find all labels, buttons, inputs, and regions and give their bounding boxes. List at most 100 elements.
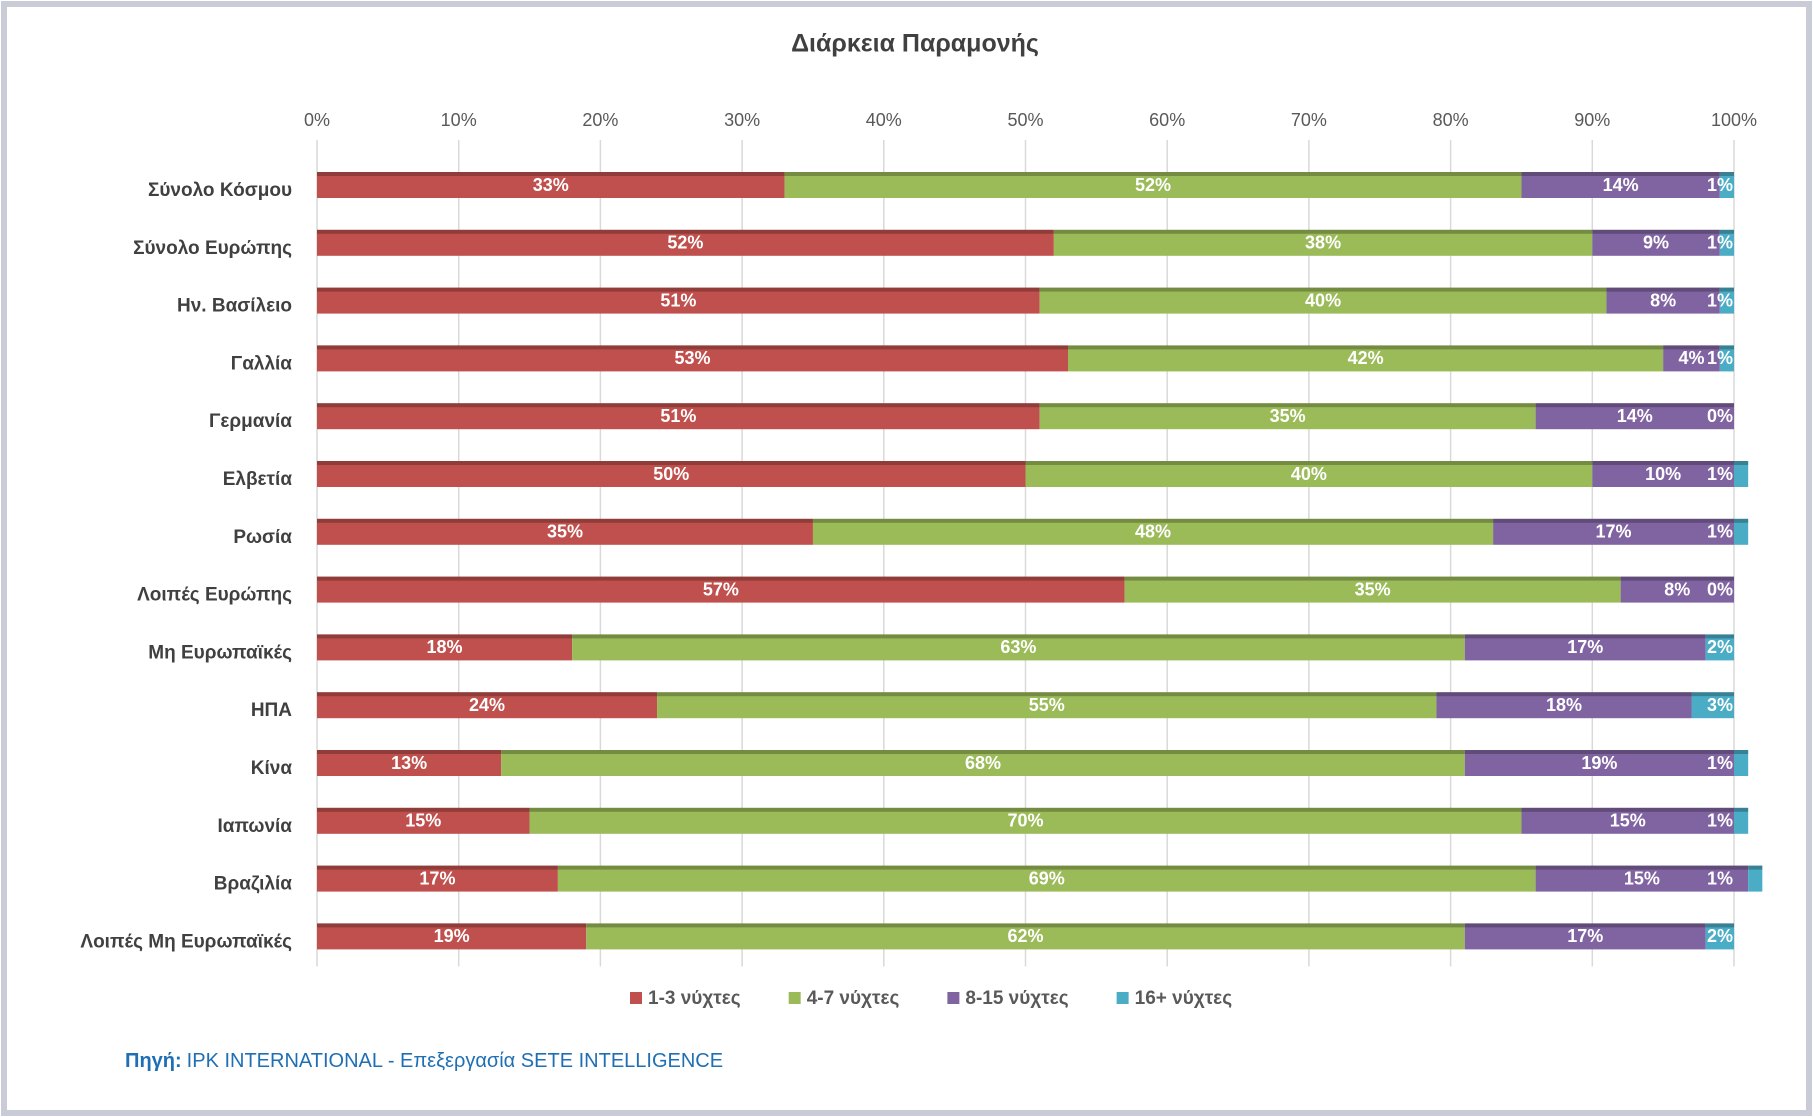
bar-segment — [1691, 692, 1734, 719]
bar-segment — [1521, 172, 1720, 198]
bar-segment — [1734, 750, 1749, 776]
data-label: 48% — [1135, 522, 1171, 542]
source-label: Πηγή: — [125, 1050, 182, 1072]
bar-segment — [1719, 345, 1734, 372]
bar-top-shade — [1705, 634, 1734, 639]
bar-top-shade — [1734, 750, 1749, 754]
bar-top-shade — [317, 923, 587, 928]
bar-segment — [317, 634, 573, 661]
bar-top-shade — [1592, 229, 1720, 234]
bar-segment — [1734, 518, 1749, 545]
x-tick-label: 100% — [1711, 110, 1757, 130]
data-label: 1% — [1707, 811, 1733, 831]
bar-top-shade — [1535, 403, 1734, 408]
bar-segment — [586, 923, 1465, 950]
data-label: 0% — [1707, 579, 1733, 599]
bar-top-shade — [1493, 518, 1734, 523]
data-label: 63% — [1000, 637, 1036, 657]
legend-swatch — [788, 992, 801, 1004]
bar-top-shade — [317, 403, 1040, 408]
bar-segment — [1663, 345, 1720, 372]
data-label: 33% — [533, 175, 569, 195]
bar-segment — [317, 692, 658, 719]
bar-top-shade — [1053, 229, 1593, 234]
bar-top-shade — [1124, 576, 1621, 581]
data-label: 15% — [405, 811, 441, 831]
data-label: 15% — [1610, 811, 1646, 831]
bar-segment — [1436, 692, 1692, 719]
data-label: 15% — [1624, 868, 1660, 888]
bar-top-shade — [1464, 750, 1734, 754]
bar-segment — [657, 692, 1437, 719]
data-label: 18% — [1546, 695, 1582, 715]
bar-top-shade — [317, 172, 785, 176]
legend-label: 16+ νύχτες — [1135, 988, 1233, 1009]
data-label: 1% — [1707, 522, 1733, 542]
bar-top-shade — [1521, 807, 1734, 812]
data-label: 14% — [1617, 406, 1653, 426]
bar-top-shade — [1719, 172, 1734, 176]
y-tick-label: Λοιπές Μη Ευρωπαϊκές — [80, 931, 292, 952]
bar-top-shade — [1719, 287, 1734, 292]
data-label: 52% — [1135, 175, 1171, 195]
bar-segment — [317, 287, 1040, 314]
bar-top-shade — [1025, 461, 1593, 465]
x-tick-label: 10% — [441, 110, 477, 130]
data-label: 1% — [1707, 464, 1733, 484]
bar-top-shade — [1068, 345, 1664, 350]
data-label: 50% — [653, 464, 689, 484]
bar-segment — [317, 172, 785, 198]
bar-top-shade — [812, 518, 1494, 523]
bar-top-shade — [501, 750, 1465, 754]
bar-top-shade — [586, 923, 1465, 928]
bar-top-shade — [1719, 229, 1734, 234]
bar-top-shade — [784, 172, 1522, 176]
y-tick-label: Κίνα — [251, 758, 293, 779]
data-label: 2% — [1707, 637, 1733, 657]
bar-segment — [784, 172, 1522, 198]
bar-segment — [317, 750, 502, 776]
bar-segment — [317, 461, 1026, 487]
bar-segment — [1039, 287, 1607, 314]
bar-segment — [1592, 461, 1734, 487]
data-label: 1% — [1707, 753, 1733, 773]
y-tick-label: Ην. Βασίλειο — [177, 296, 292, 317]
data-label: 4% — [1678, 348, 1704, 368]
bar-top-shade — [317, 461, 1026, 465]
data-label: 17% — [1567, 926, 1603, 946]
data-label: 70% — [1007, 811, 1043, 831]
y-tick-label: Σύνολο Ευρώπης — [133, 238, 292, 259]
bar-top-shade — [317, 518, 813, 523]
data-label: 69% — [1029, 868, 1065, 888]
y-tick-label: Σύνολο Κόσμου — [148, 180, 292, 201]
data-label: 9% — [1643, 233, 1669, 253]
legend-label: 1-3 νύχτες — [648, 988, 741, 1009]
x-tick-label: 20% — [582, 110, 618, 130]
y-tick-label: Ελβετία — [223, 469, 293, 490]
x-tick-label: 70% — [1291, 110, 1327, 130]
data-label: 1% — [1707, 233, 1733, 253]
data-label: 8% — [1664, 579, 1690, 599]
bar-top-shade — [317, 345, 1069, 350]
data-label: 40% — [1291, 464, 1327, 484]
bar-segment — [1464, 750, 1734, 776]
data-label: 35% — [547, 522, 583, 542]
legend-label: 8-15 νύχτες — [965, 988, 1068, 1009]
bar-segment — [1592, 229, 1720, 256]
data-label: 68% — [965, 753, 1001, 773]
bar-top-shade — [317, 576, 1125, 581]
bar-segment — [317, 403, 1040, 430]
y-tick-label: Ιαπωνία — [217, 816, 292, 837]
bar-top-shade — [1039, 403, 1536, 408]
bar-top-shade — [1691, 692, 1734, 697]
data-label: 1% — [1707, 348, 1733, 368]
bar-segment — [1705, 634, 1734, 661]
data-label: 1% — [1707, 175, 1733, 195]
bar-segment — [1719, 229, 1734, 256]
data-label: 17% — [419, 868, 455, 888]
bar-top-shade — [1734, 807, 1749, 812]
x-tick-label: 30% — [724, 110, 760, 130]
data-label: 57% — [703, 579, 739, 599]
bar-top-shade — [317, 229, 1054, 234]
